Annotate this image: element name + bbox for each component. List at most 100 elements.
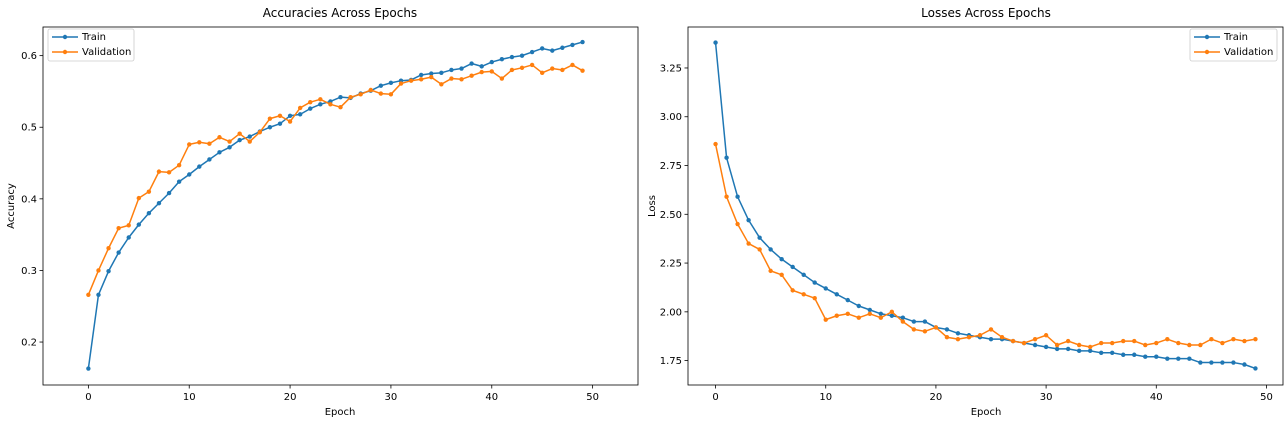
data-point-validation (479, 69, 484, 75)
data-point-validation (1065, 338, 1071, 344)
data-point-validation (1021, 340, 1027, 346)
data-point-train (449, 67, 454, 73)
y-tick-label: 3.25 (660, 63, 682, 74)
legend-label-validation: Validation (1224, 47, 1273, 58)
data-point-train (768, 247, 773, 252)
data-point-train (944, 327, 950, 332)
data-point-validation (1198, 342, 1203, 348)
data-point-validation (580, 68, 585, 73)
data-point-train (529, 49, 535, 55)
y-tick-label: 0.2 (21, 338, 37, 349)
data-point-train (187, 172, 192, 177)
data-point-train (247, 134, 252, 139)
y-tick-label: 0.3 (21, 266, 37, 277)
data-point-validation (237, 131, 242, 136)
legend-label-train: Train (81, 32, 106, 43)
y-tick-label: 0.5 (21, 123, 37, 134)
data-point-train (867, 307, 873, 313)
data-point-train (1242, 362, 1247, 367)
data-point-train (757, 235, 762, 240)
data-point-validation (197, 140, 202, 145)
data-point-validation (217, 135, 222, 140)
data-point-validation (768, 268, 773, 274)
data-point-validation (922, 329, 928, 334)
data-point-validation (724, 194, 729, 199)
legend-marker-train (62, 34, 68, 40)
data-point-train (735, 194, 740, 199)
plot-area (687, 26, 1284, 386)
x-axis-label: Epoch (325, 407, 356, 418)
data-point-validation (966, 335, 972, 340)
data-point-validation (1253, 336, 1258, 342)
data-point-train (146, 210, 152, 216)
data-point-validation (550, 66, 555, 71)
chart-title: Accuracies Across Epochs (263, 6, 417, 20)
data-point-validation (1165, 336, 1170, 342)
legend: Train Validation (1189, 28, 1278, 62)
data-point-validation (106, 246, 111, 251)
data-point-train (318, 102, 323, 107)
data-point-validation (867, 311, 873, 316)
data-point-train (746, 217, 751, 223)
x-tick-label: 0 (712, 392, 718, 403)
data-point-validation (1154, 340, 1159, 346)
plot-area (42, 26, 639, 386)
data-point-validation (126, 223, 131, 228)
data-point-train (539, 46, 545, 51)
data-point-validation (878, 315, 884, 320)
data-point-train (207, 157, 212, 162)
data-point-train (790, 264, 795, 270)
data-point-validation (999, 335, 1005, 340)
data-point-validation (318, 97, 323, 102)
data-point-train (86, 366, 91, 371)
data-point-validation (790, 288, 795, 293)
data-point-train (166, 190, 172, 196)
data-point-validation (338, 104, 343, 110)
data-point-validation (1220, 340, 1225, 346)
data-point-train (519, 53, 525, 58)
data-point-train (1143, 354, 1148, 359)
data-point-train (550, 48, 555, 53)
data-point-validation (1110, 340, 1115, 346)
y-axis-label: Loss (647, 195, 658, 217)
data-point-validation (176, 162, 182, 168)
data-point-train (459, 66, 464, 71)
data-point-train (878, 311, 884, 316)
legend-marker-train (1204, 34, 1210, 40)
x-tick-label: 10 (183, 392, 196, 403)
y-tick-label: 2.00 (660, 307, 682, 318)
data-point-validation (977, 333, 983, 338)
x-axis-label: Epoch (971, 407, 1002, 418)
x-tick-label: 40 (1150, 392, 1163, 403)
data-point-train (1032, 342, 1038, 348)
y-tick-label: 2.25 (660, 259, 682, 270)
data-point-train (489, 59, 494, 65)
data-point-validation (308, 99, 313, 105)
data-point-train (801, 272, 806, 277)
data-point-validation (779, 272, 784, 277)
data-point-train (834, 292, 839, 297)
y-tick-label: 2.50 (660, 210, 682, 221)
data-point-train (1253, 366, 1258, 371)
data-point-validation (287, 119, 293, 124)
data-point-validation (529, 62, 535, 68)
data-point-validation (856, 315, 861, 320)
legend-label-train: Train (1223, 32, 1248, 43)
data-point-validation (499, 76, 505, 81)
y-tick-label: 0.6 (21, 51, 37, 62)
data-point-validation (1010, 338, 1016, 344)
data-point-train (287, 113, 293, 118)
data-point-validation (955, 336, 961, 342)
data-point-validation (489, 69, 494, 74)
data-point-train (1187, 356, 1192, 361)
data-point-validation (459, 77, 464, 82)
y-ticks: 1.75 2.00 2.25 2.50 2.75 3.00 3.25 (660, 63, 688, 367)
data-point-validation (207, 141, 212, 146)
data-point-validation (429, 74, 434, 80)
data-point-validation (146, 189, 152, 194)
data-point-validation (944, 335, 950, 340)
data-point-train (1220, 360, 1225, 365)
x-ticks: 0 10 20 30 40 50 (712, 385, 1273, 403)
data-point-validation (449, 76, 454, 81)
